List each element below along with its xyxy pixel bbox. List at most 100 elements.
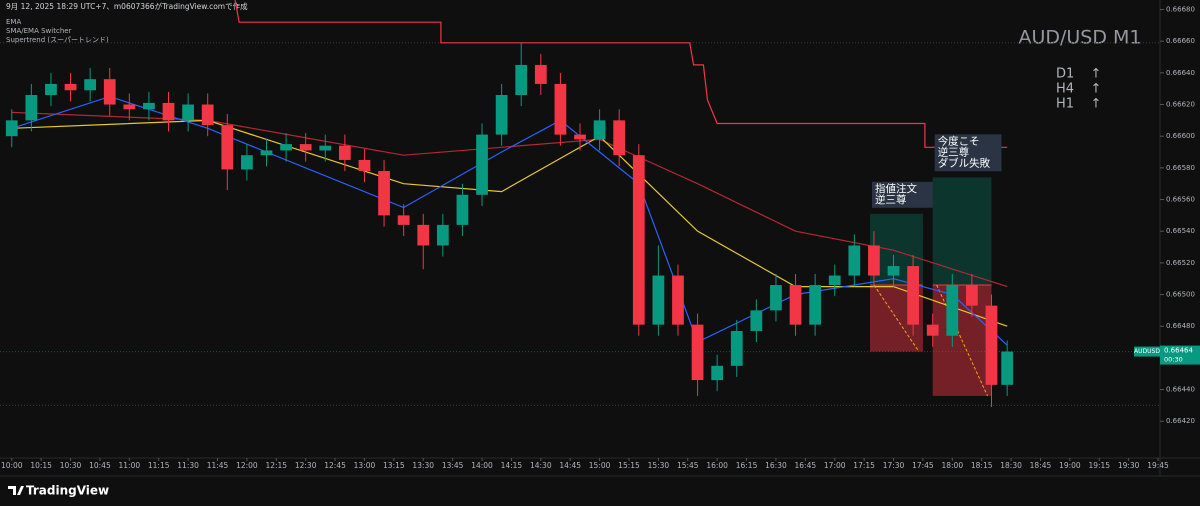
candle-body	[711, 365, 724, 381]
label-text: 今度こそ	[938, 134, 980, 147]
candle-body	[966, 285, 978, 306]
trend-arrow: ↑	[1091, 97, 1102, 112]
trend-timeframe: H4	[1056, 82, 1074, 97]
candle-body	[5, 120, 18, 137]
candle-body	[476, 134, 488, 195]
candle-body	[1001, 351, 1014, 385]
candle-body	[789, 285, 802, 325]
x-tick-label: 10:15	[30, 461, 52, 470]
x-tick-label: 17:15	[853, 461, 875, 470]
candle-body	[221, 125, 234, 170]
candle-body	[45, 83, 57, 96]
x-tick-label: 13:00	[354, 461, 376, 470]
candle-body	[162, 102, 175, 121]
x-tick-label: 12:30	[295, 461, 317, 470]
candle-body	[378, 171, 390, 216]
candle-body	[730, 330, 743, 366]
x-tick-label: 11:15	[148, 461, 170, 470]
candle-body	[495, 95, 508, 135]
x-tick-label: 17:45	[912, 461, 934, 470]
x-tick-label: 18:30	[1000, 461, 1022, 470]
symbol-title: AUD/USD M1	[1018, 27, 1141, 49]
candle-body	[926, 324, 939, 336]
candle-body	[946, 285, 959, 336]
x-tick-label: 16:30	[765, 461, 787, 470]
y-tick-label: 0.66500	[1166, 291, 1195, 299]
symbol-tag	[1134, 346, 1160, 357]
x-tick-label: 19:30	[1118, 461, 1140, 470]
x-tick-label: 10:30	[60, 461, 82, 470]
plot-area	[0, 0, 1160, 407]
brand-logo	[8, 486, 24, 495]
y-tick-label: 0.66480	[1166, 322, 1195, 330]
candle-body	[182, 104, 194, 121]
candle-body	[456, 194, 469, 225]
y-tick-label: 0.66680	[1166, 6, 1195, 14]
candle-body	[613, 120, 626, 156]
trend-arrow: ↑	[1091, 82, 1102, 97]
x-tick-label: 13:45	[442, 461, 464, 470]
candle-body	[848, 245, 861, 276]
label-text: ダブル失敗	[938, 156, 991, 169]
y-tick-label: 0.66420	[1166, 417, 1195, 425]
x-tick-label: 16:15	[736, 461, 758, 470]
candle-body	[319, 145, 332, 151]
candle-body	[358, 159, 371, 172]
candle-body	[299, 144, 312, 151]
price-tag-text: 0.66464	[1164, 347, 1193, 355]
trend-timeframe: H1	[1056, 97, 1074, 112]
x-tick-label: 10:00	[1, 461, 23, 470]
candle-body	[672, 275, 684, 325]
y-tick-label: 0.66660	[1166, 37, 1195, 45]
candle-body	[574, 134, 586, 140]
candle-body	[338, 145, 351, 160]
x-tick-label: 16:00	[706, 461, 728, 470]
x-tick-label: 12:15	[265, 461, 287, 470]
symbol-tag-text: AUDUSD	[1134, 348, 1160, 355]
y-tick-label: 0.66560	[1166, 196, 1195, 204]
x-tick-label: 18:00	[941, 461, 963, 470]
candle-body	[750, 310, 763, 331]
x-tick-label: 13:15	[383, 461, 405, 470]
y-tick-label: 0.66440	[1166, 386, 1195, 394]
x-tick-label: 13:30	[412, 461, 434, 470]
y-tick-label: 0.66640	[1166, 69, 1195, 77]
x-tick-label: 11:30	[177, 461, 199, 470]
x-tick-label: 11:45	[207, 461, 229, 470]
x-tick-label: 15:30	[648, 461, 670, 470]
x-tick-label: 17:30	[883, 461, 905, 470]
y-tick-label: 0.66600	[1166, 132, 1195, 140]
x-tick-label: 19:00	[1059, 461, 1081, 470]
candle-body	[103, 79, 116, 105]
candle-body	[868, 245, 880, 276]
candle-body	[652, 275, 665, 325]
x-tick-label: 14:30	[530, 461, 552, 470]
candle-body	[417, 224, 430, 246]
trend-timeframe: D1	[1056, 67, 1074, 82]
label-text: 逆三尊	[875, 193, 907, 206]
candle-body	[809, 285, 822, 325]
label-text: 指値注文	[875, 182, 917, 195]
candle-body	[770, 285, 782, 311]
y-tick-label: 0.66540	[1166, 227, 1195, 235]
label-box	[934, 134, 1002, 172]
candle-body	[691, 324, 704, 381]
candle-body	[25, 95, 38, 121]
candle-body	[632, 155, 645, 325]
x-tick-label: 19:45	[1147, 461, 1169, 470]
candle-body	[593, 120, 606, 140]
x-tick-label: 14:45	[559, 461, 581, 470]
target-zone	[932, 177, 992, 286]
candle-body	[554, 83, 567, 135]
x-tick-label: 10:45	[89, 461, 111, 470]
x-tick-label: 14:15	[501, 461, 523, 470]
x-tick-label: 14:00	[471, 461, 493, 470]
indicator-line	[11, 95, 1008, 346]
x-tick-label: 18:15	[971, 461, 993, 470]
label-box	[872, 181, 933, 208]
candle-body	[534, 64, 547, 84]
indicator-line	[234, 0, 1008, 148]
candle-body	[64, 83, 77, 91]
candle-body	[985, 305, 998, 385]
